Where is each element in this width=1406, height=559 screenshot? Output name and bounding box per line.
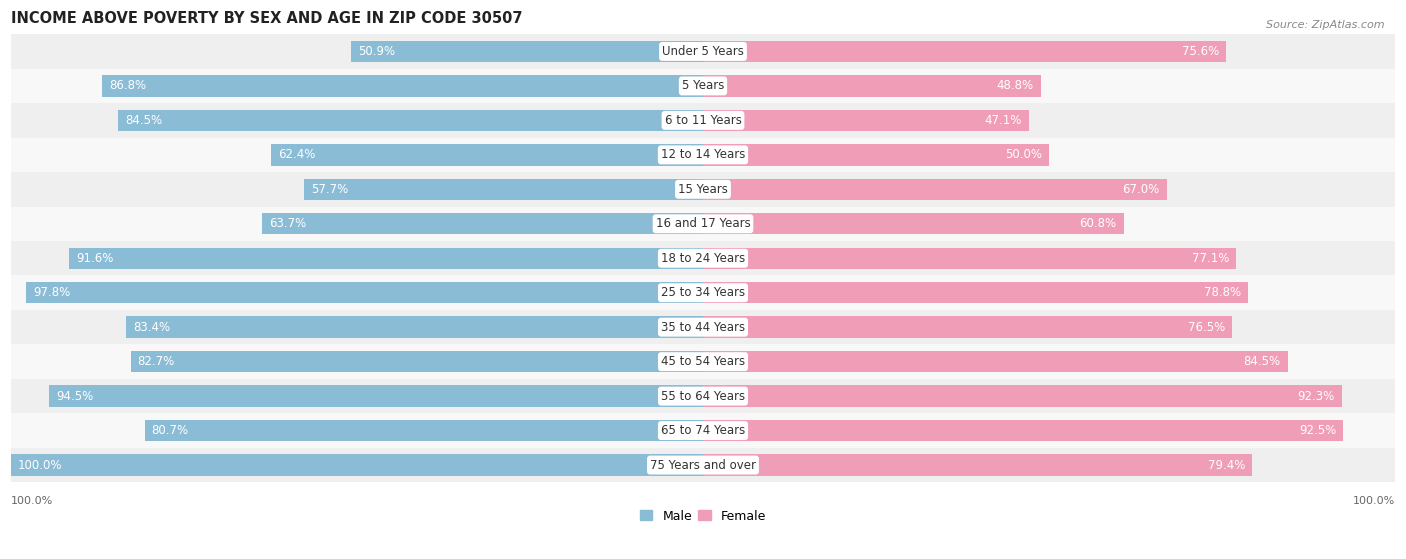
Text: 67.0%: 67.0% <box>1122 183 1160 196</box>
Text: 18 to 24 Years: 18 to 24 Years <box>661 252 745 265</box>
Bar <box>11 69 1395 103</box>
Bar <box>703 351 1288 372</box>
Text: 47.1%: 47.1% <box>984 114 1022 127</box>
Bar <box>271 144 703 165</box>
Bar <box>11 310 1395 344</box>
Text: 50.0%: 50.0% <box>1005 148 1042 162</box>
Text: Under 5 Years: Under 5 Years <box>662 45 744 58</box>
Text: 100.0%: 100.0% <box>11 496 53 506</box>
Bar <box>11 276 1395 310</box>
Text: 75.6%: 75.6% <box>1182 45 1219 58</box>
Bar <box>703 179 1167 200</box>
Bar <box>11 34 1395 69</box>
Bar <box>11 241 1395 276</box>
Bar <box>11 454 703 476</box>
Bar <box>11 413 1395 448</box>
Text: 97.8%: 97.8% <box>34 286 70 299</box>
Bar <box>703 454 1253 476</box>
Text: 63.7%: 63.7% <box>269 217 307 230</box>
Bar <box>703 385 1341 407</box>
Bar <box>703 420 1343 441</box>
Bar <box>11 448 1395 482</box>
Bar <box>103 75 703 97</box>
Text: 100.0%: 100.0% <box>1353 496 1395 506</box>
Text: 62.4%: 62.4% <box>278 148 315 162</box>
Bar <box>118 110 703 131</box>
Text: 35 to 44 Years: 35 to 44 Years <box>661 321 745 334</box>
Text: 79.4%: 79.4% <box>1208 458 1246 472</box>
Bar <box>11 103 1395 138</box>
Bar <box>127 316 703 338</box>
Text: 75 Years and over: 75 Years and over <box>650 458 756 472</box>
Text: 94.5%: 94.5% <box>56 390 93 402</box>
Text: 57.7%: 57.7% <box>311 183 347 196</box>
Bar <box>11 344 1395 379</box>
Bar <box>703 248 1236 269</box>
Bar <box>352 41 703 62</box>
Text: 15 Years: 15 Years <box>678 183 728 196</box>
Text: INCOME ABOVE POVERTY BY SEX AND AGE IN ZIP CODE 30507: INCOME ABOVE POVERTY BY SEX AND AGE IN Z… <box>11 11 523 26</box>
Bar <box>703 282 1249 304</box>
Text: 25 to 34 Years: 25 to 34 Years <box>661 286 745 299</box>
Text: 45 to 54 Years: 45 to 54 Years <box>661 355 745 368</box>
Bar <box>263 213 703 234</box>
Bar <box>703 75 1040 97</box>
Text: 55 to 64 Years: 55 to 64 Years <box>661 390 745 402</box>
Text: 86.8%: 86.8% <box>110 79 146 92</box>
Text: 6 to 11 Years: 6 to 11 Years <box>665 114 741 127</box>
Text: 12 to 14 Years: 12 to 14 Years <box>661 148 745 162</box>
Bar <box>69 248 703 269</box>
Text: 100.0%: 100.0% <box>18 458 62 472</box>
Legend: Male, Female: Male, Female <box>636 505 770 528</box>
Text: 84.5%: 84.5% <box>125 114 163 127</box>
Text: 76.5%: 76.5% <box>1188 321 1226 334</box>
Bar <box>703 316 1232 338</box>
Text: 16 and 17 Years: 16 and 17 Years <box>655 217 751 230</box>
Text: Source: ZipAtlas.com: Source: ZipAtlas.com <box>1267 20 1385 30</box>
Text: 83.4%: 83.4% <box>134 321 170 334</box>
Text: 84.5%: 84.5% <box>1243 355 1281 368</box>
Text: 48.8%: 48.8% <box>997 79 1033 92</box>
Bar <box>145 420 703 441</box>
Text: 91.6%: 91.6% <box>76 252 114 265</box>
Bar <box>11 172 1395 207</box>
Text: 5 Years: 5 Years <box>682 79 724 92</box>
Text: 78.8%: 78.8% <box>1204 286 1241 299</box>
Text: 60.8%: 60.8% <box>1080 217 1116 230</box>
Text: 82.7%: 82.7% <box>138 355 174 368</box>
Bar <box>27 282 703 304</box>
Bar <box>11 379 1395 413</box>
Bar <box>304 179 703 200</box>
Text: 50.9%: 50.9% <box>357 45 395 58</box>
Bar <box>703 41 1226 62</box>
Bar <box>703 213 1123 234</box>
Text: 77.1%: 77.1% <box>1192 252 1229 265</box>
Text: 92.5%: 92.5% <box>1299 424 1336 437</box>
Bar <box>11 138 1395 172</box>
Bar <box>131 351 703 372</box>
Text: 92.3%: 92.3% <box>1298 390 1334 402</box>
Text: 80.7%: 80.7% <box>152 424 188 437</box>
Text: 65 to 74 Years: 65 to 74 Years <box>661 424 745 437</box>
Bar <box>703 110 1029 131</box>
Bar <box>703 144 1049 165</box>
Bar <box>11 207 1395 241</box>
Bar <box>49 385 703 407</box>
